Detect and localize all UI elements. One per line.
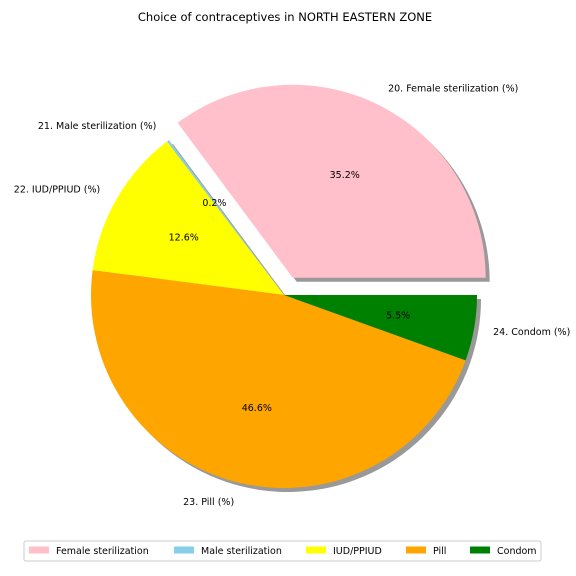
legend-label-condom: Condom	[497, 546, 537, 557]
legend-swatch-male	[174, 546, 194, 554]
legend-label-male: Male sterilization	[201, 546, 282, 557]
slice-male	[167, 140, 284, 295]
legend-swatch-iud	[306, 546, 326, 554]
slice-label-female: 20. Female sterilization (%)	[388, 84, 518, 95]
legend-swatch-pill	[406, 546, 426, 554]
slice-condom	[284, 295, 477, 361]
slice-labels: 20. Female sterilization (%) 21. Male ste…	[14, 84, 570, 508]
legend-swatch-female	[29, 546, 49, 554]
percentage-labels: 35.2% 0.2% 12.6% 46.6% 5.5%	[169, 170, 410, 414]
legend-label-female: Female sterilization	[56, 546, 149, 557]
pct-label-condom: 5.5%	[386, 310, 410, 321]
slice-label-male: 21. Male sterilization (%)	[38, 121, 156, 132]
pct-label-iud: 12.6%	[169, 233, 199, 244]
pct-label-pill: 46.6%	[242, 403, 272, 414]
slice-label-pill: 23. Pill (%)	[183, 497, 234, 508]
legend-swatch-condom	[470, 546, 490, 554]
slice-iud	[92, 141, 284, 295]
legend-box	[23, 540, 542, 562]
slice-pill	[91, 270, 466, 488]
legend: Female sterilization Male sterilization IU…	[23, 540, 542, 562]
slice-label-condom: 24. Condom (%)	[493, 327, 570, 338]
pct-label-male: 0.2%	[202, 198, 226, 209]
legend-label-pill: Pill	[433, 546, 446, 557]
slice-female	[177, 84, 486, 278]
slice-label-iud: 22. IUD/PPIUD (%)	[14, 184, 100, 195]
pct-label-female: 35.2%	[330, 170, 360, 181]
legend-label-iud: IUD/PPIUD	[333, 546, 382, 557]
slices	[91, 84, 486, 488]
chart-title: Choice of contraceptives in NORTH EASTER…	[138, 10, 432, 24]
